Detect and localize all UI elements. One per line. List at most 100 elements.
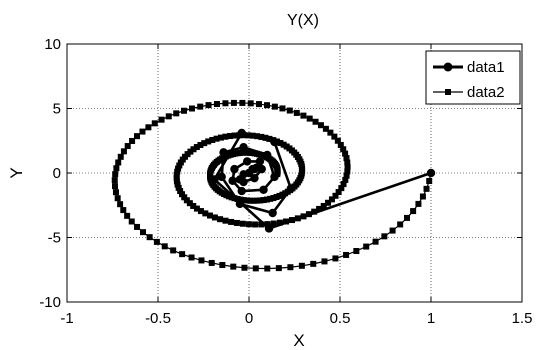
legend-data1-marker (443, 62, 453, 72)
series-data2-point (287, 264, 294, 271)
series-data2-point (317, 122, 324, 129)
series-data2-point (270, 195, 277, 202)
series-data1-point (210, 175, 219, 184)
series-data2-point (264, 221, 271, 228)
series-data1-point (255, 157, 265, 166)
series-data2-point (279, 105, 286, 112)
series-data2-point (271, 103, 278, 110)
ticks: -1 -0.5 0 0.5 1 1.5 -10 -5 0 5 10 (39, 36, 532, 327)
y-axis-label: Y (7, 167, 26, 178)
series-data2-point (276, 192, 283, 199)
series-data2-point (252, 265, 259, 272)
series-data2-point (173, 175, 180, 182)
series-data1-point (237, 128, 246, 138)
series-data2-point (202, 210, 209, 217)
series-data2-point (270, 220, 277, 227)
series-data2-point (153, 238, 160, 245)
series-data2-point (124, 212, 131, 219)
series-data2-point (115, 159, 122, 166)
series-data2-point (372, 238, 379, 245)
series-data2-point (342, 150, 349, 157)
series-data2-point (174, 168, 181, 175)
series-data2-point (426, 178, 433, 185)
series-data2-point (263, 196, 270, 203)
series-data2-point (327, 129, 334, 136)
series-data2-point (320, 202, 327, 209)
series-data2-point (260, 197, 267, 204)
series-data2-point (205, 102, 212, 109)
series-data2-point (170, 247, 177, 254)
series-data2-point (252, 221, 259, 228)
series-data2-point (257, 197, 264, 204)
x-axis-label: X (293, 331, 304, 350)
series-data2-point (181, 107, 188, 114)
series-data2-point (158, 116, 165, 123)
series-data2-point (190, 146, 197, 153)
series-data2-point (342, 176, 349, 183)
series-data1-point (228, 176, 237, 185)
series-data1-point (270, 137, 279, 147)
series-data2-point (217, 134, 224, 141)
series-data2-point (165, 113, 172, 120)
series-data2-point (217, 216, 224, 223)
series-layer (111, 99, 436, 272)
series-data1-point (263, 150, 272, 160)
series-data2-point (337, 141, 344, 148)
series-data2-point (112, 189, 119, 196)
x-tick-label: 1.5 (512, 310, 533, 327)
series-data2-point (175, 165, 182, 172)
series-data2-point (226, 133, 233, 140)
series-data2-point (197, 208, 204, 215)
series-data2-point (239, 99, 246, 106)
series-data2-point (328, 196, 335, 203)
series-data1-point (219, 148, 228, 157)
series-data2-point (134, 133, 141, 140)
series-data2-point (113, 165, 120, 172)
series-data2-point (193, 144, 200, 151)
series-data2-point (129, 137, 136, 144)
series-data2-point (231, 132, 238, 139)
series-data2-point (189, 105, 196, 112)
series-data2-point (247, 100, 254, 107)
series-data2-point (410, 208, 417, 215)
legend-box (425, 50, 521, 105)
series-data2-point (334, 137, 341, 144)
series-data2-point (340, 146, 347, 153)
series-data2-point (239, 220, 246, 227)
series-data2-point (258, 133, 265, 140)
series-data1-point (250, 173, 259, 183)
series-data2-point (240, 197, 247, 204)
series-data2-point (332, 255, 339, 262)
series-data2-point (117, 201, 124, 208)
y-tick-label: 0 (53, 165, 61, 182)
series-data2-point (419, 193, 426, 200)
legend-data2-marker (445, 89, 451, 95)
series-data2-point (344, 159, 351, 166)
y-tick-label: -5 (48, 230, 61, 247)
series-data2-point (111, 177, 118, 184)
x-tick-label: -0.5 (145, 310, 171, 327)
series-data2-point (266, 135, 273, 142)
series-data2-point (117, 153, 124, 160)
series-data2-point (255, 101, 262, 108)
series-data2-point (276, 219, 283, 226)
series-data2-point (187, 148, 194, 155)
series-data2-point (209, 136, 216, 143)
series-data2-point (211, 214, 218, 221)
series-data2-point (273, 194, 280, 201)
series-data2-point (213, 101, 220, 108)
series-data1-point (259, 185, 268, 194)
series-data2-point (140, 229, 147, 236)
series-data2-point (267, 195, 274, 202)
series-data2-point (178, 191, 185, 198)
series-data2-point (381, 233, 388, 240)
series-data2-point (222, 133, 229, 140)
series-data1-point (270, 172, 279, 182)
series-data2-point (247, 197, 254, 204)
series-data2-point (277, 140, 284, 147)
series-data2-point (206, 212, 213, 219)
y-tick-label: 10 (44, 36, 61, 53)
series-data2-point (298, 262, 305, 269)
series-data2-point (222, 100, 229, 107)
